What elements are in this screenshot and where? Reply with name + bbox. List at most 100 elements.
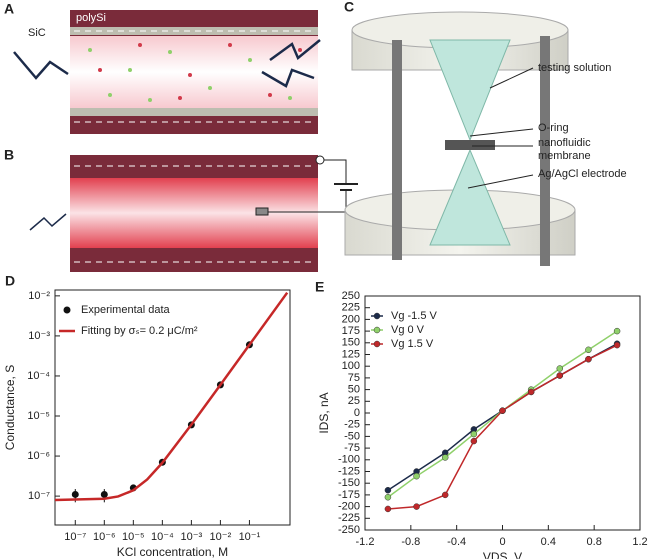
legend-label: Vg 0 V: [391, 324, 425, 336]
x-axis-label: VDS, V: [483, 550, 522, 559]
y-axis-label: IDS, nA: [317, 392, 331, 433]
label: testing solution: [538, 62, 611, 74]
y-tick-label: 100: [342, 360, 360, 372]
y-tick-label: 175: [342, 325, 360, 337]
legend-label: Vg -1.5 V: [391, 310, 438, 322]
leader: [467, 174, 534, 189]
panel-label: E: [315, 279, 324, 295]
panel-label: A: [4, 1, 14, 17]
leader: [489, 67, 534, 89]
label: SiC: [28, 27, 46, 39]
data-point: [585, 355, 592, 363]
plot-frame: [54, 289, 291, 526]
x-tick-label: 0: [499, 536, 505, 548]
label: membrane: [538, 150, 591, 162]
leader: [469, 128, 534, 137]
y-tick-label: 10⁻²: [28, 290, 50, 302]
x-tick-label: 10⁻¹: [239, 531, 261, 543]
data-point: [613, 341, 621, 349]
x-tick-label: 0.8: [587, 536, 602, 548]
sic-layer: [70, 27, 318, 35]
y-tick-label: 10⁻⁵: [27, 410, 50, 422]
data-point: [413, 472, 420, 480]
solution: [429, 39, 511, 246]
y-tick-label: -25: [344, 419, 360, 431]
diagram-b: B: [4, 147, 358, 272]
contact: [315, 155, 325, 165]
series-line: [54, 291, 289, 502]
data-point: [470, 437, 478, 445]
series-line: [387, 343, 618, 491]
y-tick-label: 200: [342, 313, 360, 325]
x-tick-label: 10⁻⁵: [122, 531, 145, 543]
contact: [255, 207, 269, 216]
data-point: [585, 346, 592, 354]
label: polySi: [76, 12, 106, 24]
path-arrow: [261, 68, 315, 88]
legend-label: Experimental data: [81, 304, 171, 316]
x-tick-label: 10⁻³: [181, 531, 203, 543]
y-tick-label: 10⁻³: [28, 330, 50, 342]
panel-label: D: [5, 273, 15, 289]
y-tick-label: 10⁻⁶: [27, 450, 50, 462]
y-tick-label: 75: [348, 372, 360, 384]
data-point: [413, 503, 420, 510]
data-point: [556, 372, 564, 379]
y-tick-label: -225: [338, 512, 360, 524]
ions: [98, 43, 302, 100]
y-tick-label: 10⁻⁴: [27, 370, 50, 382]
diagram-c: C testing solution O-ring nanofluidic me…: [344, 0, 627, 266]
data-point: [100, 490, 108, 498]
sic-layer: [70, 108, 318, 116]
legend-label: Vg 1.5 V: [391, 338, 434, 350]
wall: [70, 248, 318, 272]
legend-label: Fitting by σₛ= 0.2 μC/m²: [81, 325, 198, 337]
channel: [70, 178, 318, 248]
legend-marker: [373, 326, 381, 334]
y-tick-label: 0: [354, 407, 360, 419]
path-arrow: [13, 51, 69, 80]
y-tick-label: 150: [342, 337, 360, 349]
x-tick-label: 1.2: [632, 536, 647, 548]
y-axis-label: Conductance, S: [3, 365, 17, 450]
y-tick-label: -175: [338, 489, 360, 501]
path-arrow: [269, 39, 321, 62]
x-tick-label: -0.8: [401, 536, 420, 548]
label: Ag/AgCl electrode: [538, 168, 627, 180]
y-tick-label: -50: [344, 430, 360, 442]
series-line: [387, 344, 618, 510]
x-tick-label: 0.4: [541, 536, 556, 548]
wall: [70, 155, 318, 178]
y-tick-label: 125: [342, 348, 360, 360]
y-tick-label: -200: [338, 501, 360, 513]
data-point: [441, 454, 449, 461]
x-tick-label: 10⁻⁴: [151, 531, 174, 543]
data-point: [556, 365, 564, 372]
y-tick-label: -125: [338, 465, 360, 477]
x-axis-label: KCl concentration, M: [117, 545, 228, 559]
path-arrow: [29, 213, 67, 231]
panel-label: C: [344, 0, 354, 15]
y-tick-label: 25: [348, 395, 360, 407]
data-point: [384, 486, 392, 494]
y-tick-label: 250: [342, 290, 360, 302]
data-point: [441, 491, 449, 499]
diagram-a: A polySi SiC: [4, 1, 321, 134]
x-tick-label: 10⁻⁶: [93, 531, 116, 543]
bolt: [540, 36, 550, 266]
data-point: [499, 407, 506, 414]
bolt: [392, 40, 402, 260]
y-tick-label: 10⁻⁷: [28, 490, 50, 502]
legend-marker: [373, 340, 381, 348]
label: O-ring: [538, 122, 569, 134]
panel-label: B: [4, 147, 14, 163]
data-point: [470, 430, 478, 438]
label: nanofluidic: [538, 137, 591, 149]
data-point: [527, 388, 535, 396]
series-line: [387, 330, 618, 498]
y-tick-label: -75: [344, 442, 360, 454]
x-tick-label: -1.2: [356, 536, 375, 548]
y-tick-label: 50: [348, 384, 360, 396]
y-tick-label: -100: [338, 454, 360, 466]
